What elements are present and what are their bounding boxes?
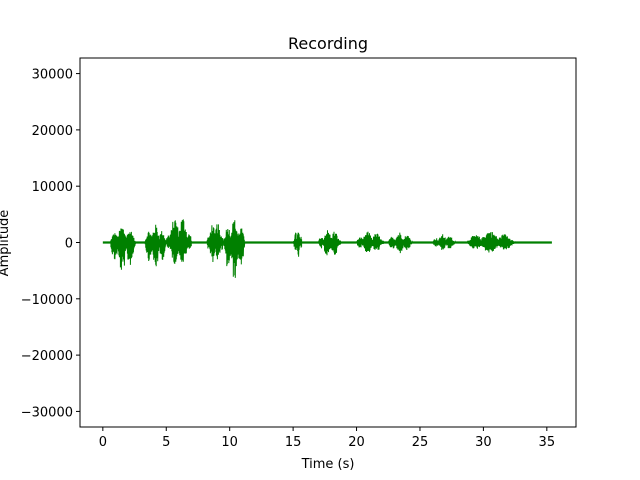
y-tick-label: −10000 — [21, 293, 73, 308]
y-axis-title: Amplitude — [0, 210, 12, 277]
x-tick-label: 25 — [412, 435, 429, 450]
waveform-burst — [292, 232, 303, 257]
y-tick-label: 30000 — [32, 68, 73, 83]
x-tick-label: 30 — [475, 435, 492, 450]
y-tick-label: 0 — [65, 236, 73, 251]
x-axis-ticks: 0 5 10 15 20 25 30 35 — [99, 427, 555, 450]
x-tick-label: 10 — [221, 435, 238, 450]
y-axis-ticks: −30000 −20000 −10000 0 10000 20000 30000 — [21, 68, 80, 420]
waveform-burst — [318, 230, 342, 256]
waveform-burst — [165, 219, 192, 264]
x-axis-title: Time (s) — [301, 457, 355, 472]
waveform-burst — [206, 224, 224, 263]
y-tick-label: 10000 — [32, 180, 73, 195]
waveform-burst — [109, 228, 136, 270]
y-tick-label: 20000 — [32, 124, 73, 139]
x-tick-label: 15 — [285, 435, 302, 450]
x-tick-label: 35 — [539, 435, 556, 450]
waveform-series — [102, 219, 552, 278]
waveform-burst — [356, 231, 385, 253]
waveform-burst — [222, 220, 246, 278]
x-tick-label: 0 — [99, 435, 107, 450]
waveform-burst — [387, 232, 413, 254]
x-tick-label: 20 — [348, 435, 365, 450]
waveform-burst — [144, 224, 167, 267]
y-tick-label: −30000 — [21, 405, 73, 420]
waveform-burst — [466, 231, 516, 253]
x-tick-label: 5 — [162, 435, 170, 450]
y-tick-label: −20000 — [21, 349, 73, 364]
chart-title: Recording — [288, 34, 368, 53]
waveform-burst — [432, 234, 456, 250]
